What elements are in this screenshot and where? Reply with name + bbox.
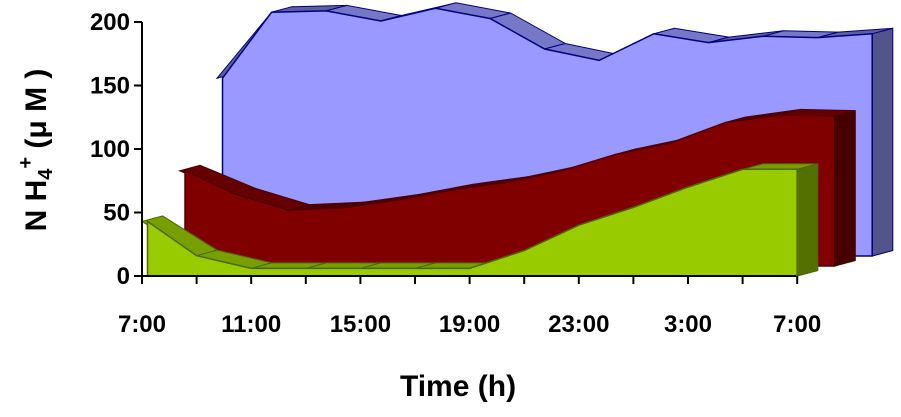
ribbon-end-face [871, 27, 894, 257]
y-axis-title-subscript: 4 [35, 168, 57, 180]
y-tick-label: 150 [90, 73, 130, 100]
ribbon-end-face [834, 109, 856, 267]
x-tick-label: 23:00 [548, 311, 609, 338]
y-tick-label: 200 [90, 9, 130, 36]
y-axis-title-superscript: + [15, 157, 37, 169]
x-axis-ticks: 7:00 11:00 15:00 19:00 23:00 3:00 7:00 [118, 276, 821, 338]
y-axis-title-base: N H [20, 180, 53, 232]
y-axis-ticks: 0 50 100 150 200 [90, 9, 142, 290]
x-axis-title: Time (h) [400, 370, 516, 403]
ribbon-end-face [796, 163, 819, 277]
y-tick-label: 50 [103, 200, 130, 227]
x-tick-label: 15:00 [330, 311, 391, 338]
x-tick-label: 11:00 [221, 311, 281, 338]
x-tick-label: 19:00 [439, 311, 500, 338]
x-tick-label: 7:00 [773, 311, 821, 338]
x-tick-label: 3:00 [664, 311, 712, 338]
y-axis-title: N H4+ (μ M ) [15, 69, 57, 232]
y-tick-label: 0 [117, 263, 130, 290]
plot-area [140, 2, 894, 277]
y-tick-label: 100 [90, 136, 130, 163]
series-area [146, 168, 798, 277]
x-tick-label: 7:00 [118, 311, 166, 338]
y-axis-title-rest: (μ M ) [20, 69, 53, 157]
